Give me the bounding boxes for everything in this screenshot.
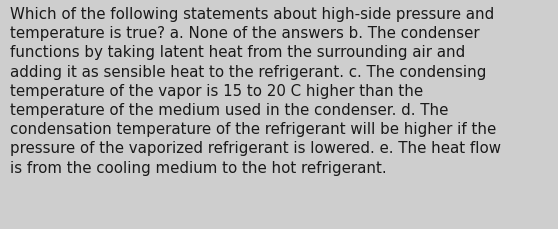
Text: Which of the following statements about high-side pressure and
temperature is tr: Which of the following statements about … [10,7,501,175]
